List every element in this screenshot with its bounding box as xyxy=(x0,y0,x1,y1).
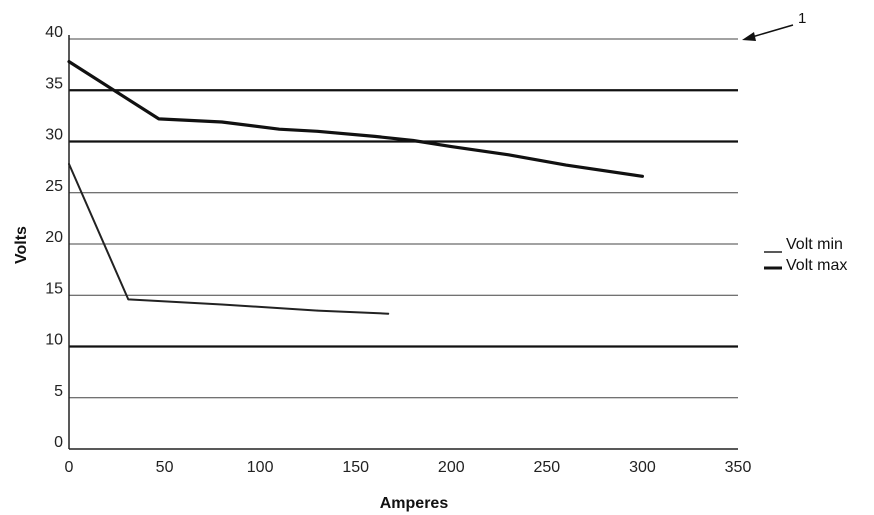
data-point xyxy=(127,298,130,301)
series-line-volt-max xyxy=(67,59,645,178)
callout-label: 1 xyxy=(798,10,806,27)
y-tick-label: 15 xyxy=(45,280,63,297)
data-point xyxy=(157,118,160,120)
x-tick-label: 200 xyxy=(438,459,465,476)
callout-arrowhead xyxy=(742,32,756,41)
data-point xyxy=(221,303,223,306)
y-tick-label: 5 xyxy=(54,383,63,400)
data-point xyxy=(316,130,319,133)
x-tick-label: 100 xyxy=(247,459,274,476)
data-point xyxy=(450,145,453,148)
y-tick-label: 25 xyxy=(45,178,63,195)
x-tick-label: 150 xyxy=(342,459,369,476)
x-tick-label: 350 xyxy=(725,459,752,476)
x-tick-labels: 0 50 100 150 200 250 300 350 xyxy=(65,459,752,476)
y-tick-label: 30 xyxy=(45,127,63,144)
data-point xyxy=(373,135,376,138)
x-tick-label: 50 xyxy=(156,459,174,476)
gridlines xyxy=(69,38,738,399)
y-axis-title: Volts xyxy=(13,226,30,264)
data-point xyxy=(641,175,644,178)
x-tick-label: 250 xyxy=(534,459,561,476)
callout-arrow-line xyxy=(751,24,794,38)
y-tick-label: 35 xyxy=(45,75,63,92)
y-tick-label: 0 xyxy=(54,434,63,451)
data-point xyxy=(278,128,281,131)
y-tick-label: 20 xyxy=(45,229,63,246)
data-point xyxy=(565,164,567,166)
series-lines xyxy=(67,59,645,315)
data-point xyxy=(316,309,319,312)
data-point xyxy=(68,60,70,63)
data-point xyxy=(412,139,414,142)
data-point xyxy=(387,312,390,315)
legend-label-volt-max: Volt max xyxy=(786,257,847,274)
data-point xyxy=(68,163,70,165)
annotation-callout: 1 xyxy=(742,10,806,41)
x-tick-label: 0 xyxy=(65,459,74,476)
series-line-volt-min xyxy=(68,163,390,315)
y-tick-labels: 0 5 10 15 20 25 30 35 40 xyxy=(45,24,63,451)
y-tick-label: 10 xyxy=(45,332,63,349)
y-tick-label: 40 xyxy=(45,24,63,41)
data-point xyxy=(507,153,510,156)
x-tick-label: 300 xyxy=(629,459,656,476)
legend: Volt min Volt max xyxy=(764,236,847,274)
legend-label-volt-min: Volt min xyxy=(786,236,843,253)
data-point xyxy=(221,121,223,123)
x-axis-title: Amperes xyxy=(380,495,449,512)
